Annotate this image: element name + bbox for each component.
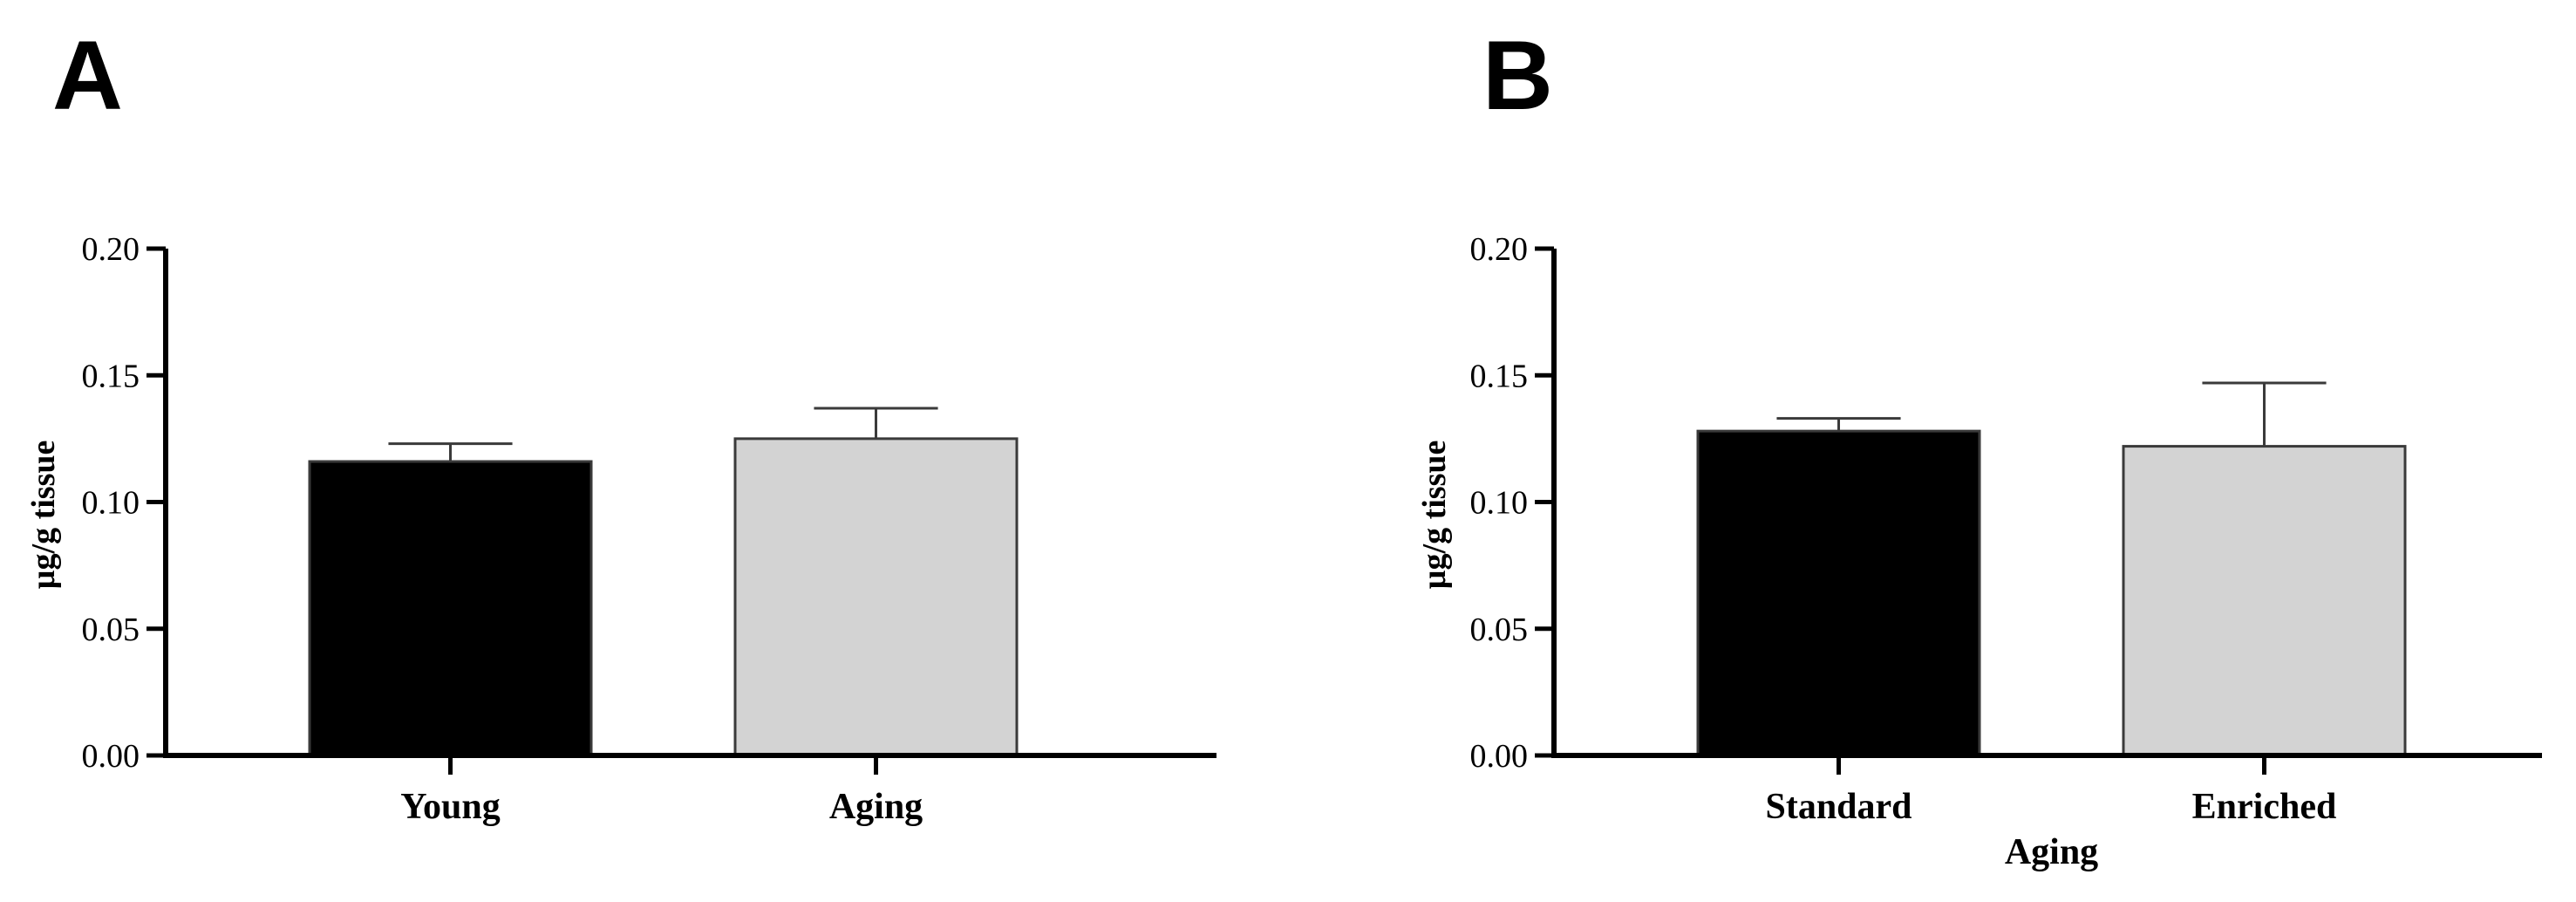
category-label: Young (400, 787, 500, 827)
x-axis-title: Aging (2005, 832, 2098, 872)
panel-b: B Standard Enriched 0.00 0.05 0.10 0.15 0.20 µg/… (1416, 21, 2542, 872)
y-tick-label: 0.10 (1470, 485, 1529, 522)
y-tick-label: 0.05 (1470, 612, 1529, 648)
y-axis-title: µg/g tissue (25, 441, 62, 590)
y-tick-label: 0.15 (1470, 358, 1529, 394)
panel-letter: B (1482, 21, 1553, 130)
y-tick-label: 0.00 (82, 738, 140, 775)
y-tick-label: 0.00 (1470, 738, 1529, 775)
category-label: Aging (829, 787, 923, 827)
y-axis-title: µg/g tissue (1416, 441, 1453, 590)
bar-young (308, 460, 593, 757)
bar-standard (1696, 429, 1981, 757)
y-tick-label: 0.05 (82, 612, 140, 648)
bar-aging (733, 437, 1019, 757)
category-label: Standard (1765, 787, 1912, 827)
panel-letter: A (52, 21, 123, 130)
panel-a: A Young Aging 0.00 0.05 0.10 0.15 0.20 µg/g tiss… (25, 21, 1216, 827)
category-label: Enriched (2192, 787, 2337, 827)
y-tick-label: 0.20 (82, 231, 140, 268)
y-tick-label: 0.20 (1470, 231, 1529, 268)
y-tick-label: 0.10 (82, 485, 140, 522)
bar-enriched (2122, 445, 2407, 757)
y-tick-label: 0.15 (82, 358, 140, 394)
